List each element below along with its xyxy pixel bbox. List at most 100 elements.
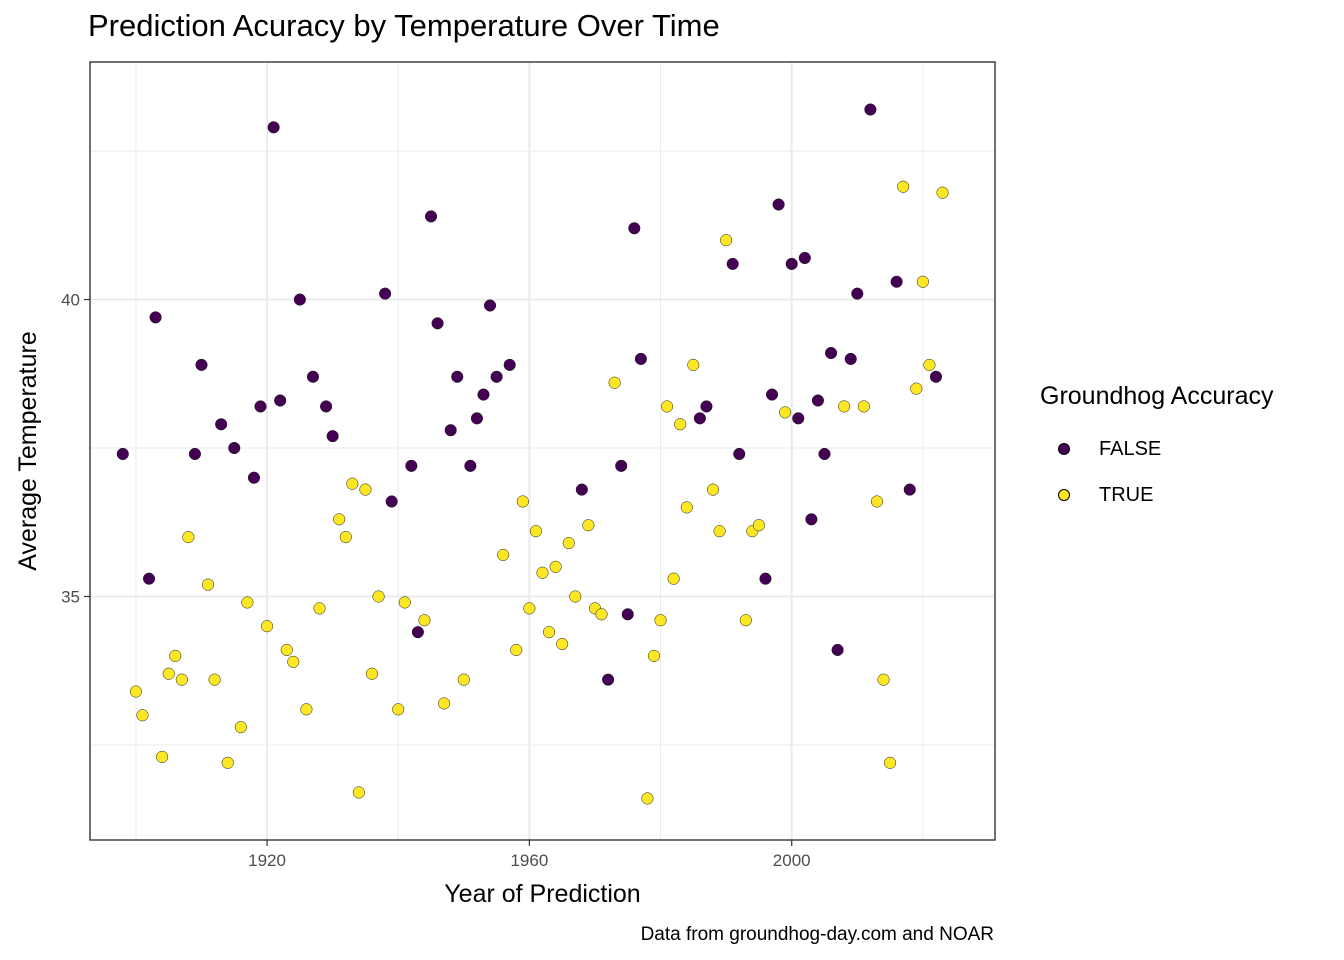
data-point-false bbox=[470, 412, 483, 425]
data-point-true bbox=[608, 376, 621, 389]
data-point-true bbox=[208, 673, 221, 686]
data-point-false bbox=[306, 370, 320, 383]
data-point-false bbox=[798, 251, 811, 265]
data-point-false bbox=[825, 346, 838, 360]
data-point-false bbox=[785, 257, 798, 270]
data-point-false bbox=[831, 643, 844, 657]
data-point-true bbox=[720, 234, 733, 247]
data-point-false bbox=[772, 198, 785, 211]
data-point-true bbox=[674, 418, 687, 431]
x-tick-label: 2000 bbox=[773, 851, 811, 870]
data-point-false bbox=[864, 103, 877, 116]
data-point-false bbox=[464, 459, 477, 472]
data-point-false bbox=[759, 572, 772, 585]
data-point-true bbox=[280, 643, 293, 657]
data-point-true bbox=[556, 637, 569, 651]
data-point-false bbox=[765, 388, 779, 401]
data-point-true bbox=[261, 620, 274, 633]
y-axis-title: Average Temperature bbox=[14, 331, 42, 571]
data-point-true bbox=[582, 519, 595, 532]
data-point-false bbox=[254, 400, 267, 413]
y-tick-label: 40 bbox=[61, 291, 80, 310]
data-point-true bbox=[523, 602, 536, 615]
data-point-false bbox=[805, 513, 818, 526]
data-point-true bbox=[897, 180, 910, 193]
legend-marker-false bbox=[1058, 443, 1070, 455]
data-point-false bbox=[411, 626, 424, 639]
data-point-true bbox=[418, 614, 431, 627]
data-point-false bbox=[634, 352, 647, 365]
data-point-false bbox=[726, 257, 739, 270]
data-point-true bbox=[398, 596, 411, 609]
series-false bbox=[116, 103, 943, 686]
data-point-false bbox=[215, 418, 228, 431]
data-point-true bbox=[234, 721, 247, 734]
data-point-false bbox=[621, 608, 634, 621]
data-point-false bbox=[818, 447, 831, 461]
data-point-true bbox=[569, 590, 582, 603]
data-point-false bbox=[188, 447, 201, 461]
data-point-false bbox=[792, 412, 805, 425]
data-point-true bbox=[359, 483, 372, 496]
data-point-true bbox=[713, 525, 726, 538]
data-point-true bbox=[877, 673, 890, 686]
data-point-true bbox=[680, 501, 693, 514]
data-point-true bbox=[838, 400, 851, 413]
data-point-false bbox=[424, 210, 438, 223]
data-point-true bbox=[287, 655, 300, 668]
axis-ticks: 1920 1960 2000 35 40 bbox=[61, 291, 811, 870]
data-point-true bbox=[779, 406, 792, 419]
data-point-false bbox=[142, 572, 156, 585]
chart-caption: Data from groundhog-day.com and NOAR bbox=[640, 924, 994, 945]
data-points bbox=[116, 103, 949, 805]
data-point-true bbox=[175, 673, 188, 686]
data-point-false bbox=[490, 370, 503, 383]
data-point-false bbox=[431, 317, 444, 330]
legend-title: Groundhog Accuracy bbox=[1040, 382, 1274, 410]
data-point-false bbox=[615, 459, 628, 472]
data-point-false bbox=[693, 412, 706, 425]
data-point-false bbox=[733, 447, 746, 461]
data-point-false bbox=[149, 311, 162, 324]
data-point-true bbox=[162, 667, 175, 680]
data-point-true bbox=[169, 649, 182, 662]
data-point-false bbox=[379, 287, 392, 300]
data-point-true bbox=[241, 596, 254, 609]
data-point-false bbox=[903, 483, 916, 496]
data-point-true bbox=[365, 667, 379, 680]
data-point-false bbox=[890, 275, 903, 288]
data-point-true bbox=[536, 566, 549, 579]
data-point-true bbox=[510, 643, 523, 657]
data-point-true bbox=[516, 495, 529, 508]
x-tick-label: 1960 bbox=[510, 851, 548, 870]
data-point-false bbox=[405, 459, 418, 472]
legend-marker-true bbox=[1058, 489, 1070, 501]
data-point-false bbox=[451, 370, 464, 383]
data-point-true bbox=[136, 709, 149, 722]
y-tick-label: 35 bbox=[61, 588, 80, 607]
plot-panel-border bbox=[89, 61, 996, 841]
data-point-true bbox=[201, 578, 215, 591]
legend-label-true: TRUE bbox=[1099, 484, 1154, 506]
data-point-true bbox=[739, 614, 752, 627]
data-point-false bbox=[444, 424, 457, 437]
data-point-true bbox=[706, 483, 720, 496]
data-point-false bbox=[385, 495, 398, 508]
data-point-true bbox=[300, 703, 313, 716]
series-true bbox=[129, 180, 949, 805]
x-axis-title: Year of Prediction bbox=[444, 880, 640, 908]
data-point-true bbox=[372, 590, 385, 603]
data-point-false bbox=[851, 287, 864, 300]
legend-label-false: FALSE bbox=[1099, 438, 1162, 460]
data-point-false bbox=[811, 394, 824, 407]
data-point-true bbox=[457, 673, 470, 686]
data-point-true bbox=[923, 358, 936, 371]
data-point-true bbox=[857, 400, 870, 413]
data-point-true bbox=[667, 572, 680, 585]
data-point-false bbox=[844, 352, 857, 365]
data-point-false bbox=[929, 370, 943, 383]
data-point-false bbox=[116, 447, 129, 461]
data-point-true bbox=[339, 531, 352, 544]
data-point-true bbox=[438, 697, 451, 710]
